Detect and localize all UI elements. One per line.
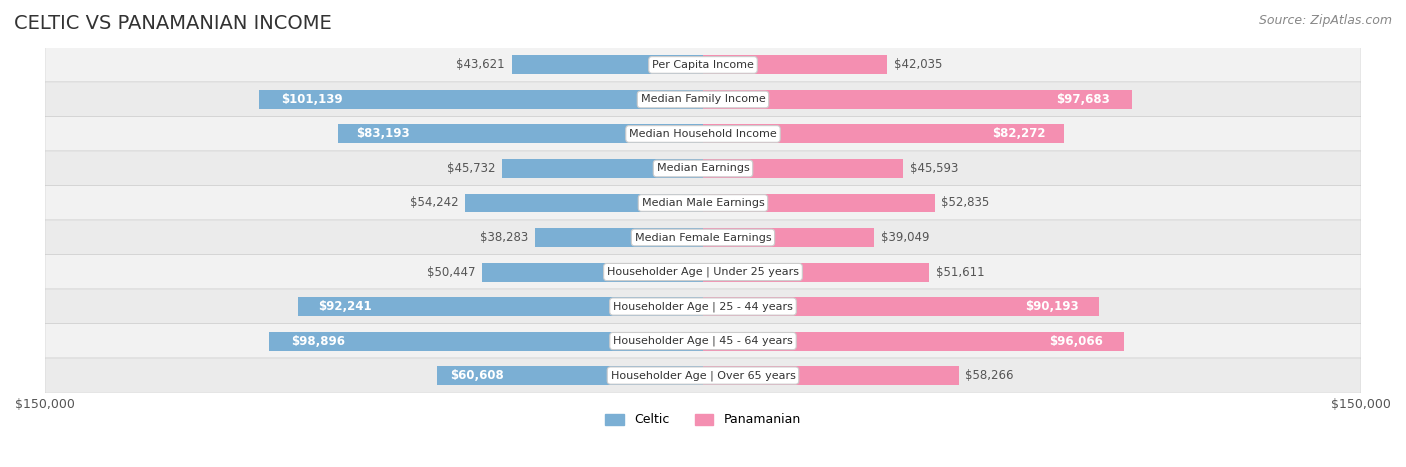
- Legend: Celtic, Panamanian: Celtic, Panamanian: [600, 409, 806, 432]
- Text: Householder Age | 25 - 44 years: Householder Age | 25 - 44 years: [613, 301, 793, 312]
- Text: $98,896: $98,896: [291, 334, 344, 347]
- Bar: [703, 193, 935, 212]
- Text: Householder Age | Over 65 years: Householder Age | Over 65 years: [610, 370, 796, 381]
- Bar: [465, 193, 703, 212]
- Bar: [703, 332, 1125, 351]
- Text: Median Earnings: Median Earnings: [657, 163, 749, 173]
- Text: $54,242: $54,242: [409, 197, 458, 210]
- FancyBboxPatch shape: [45, 82, 1361, 117]
- FancyBboxPatch shape: [45, 47, 1361, 83]
- FancyBboxPatch shape: [45, 151, 1361, 186]
- Bar: [703, 262, 929, 282]
- Bar: [437, 366, 703, 385]
- FancyBboxPatch shape: [45, 358, 1361, 393]
- Text: $52,835: $52,835: [942, 197, 990, 210]
- Text: $97,683: $97,683: [1056, 93, 1111, 106]
- FancyBboxPatch shape: [45, 289, 1361, 324]
- Text: $90,193: $90,193: [1025, 300, 1078, 313]
- Text: $101,139: $101,139: [281, 93, 343, 106]
- Text: $51,611: $51,611: [936, 266, 984, 278]
- Bar: [703, 56, 887, 74]
- Text: $92,241: $92,241: [319, 300, 373, 313]
- Bar: [337, 125, 703, 143]
- Bar: [703, 366, 959, 385]
- Text: CELTIC VS PANAMANIAN INCOME: CELTIC VS PANAMANIAN INCOME: [14, 14, 332, 33]
- Bar: [259, 90, 703, 109]
- Text: $45,593: $45,593: [910, 162, 957, 175]
- Text: $38,283: $38,283: [481, 231, 529, 244]
- Text: $83,193: $83,193: [356, 127, 411, 141]
- Text: Householder Age | Under 25 years: Householder Age | Under 25 years: [607, 267, 799, 277]
- Bar: [703, 228, 875, 247]
- Bar: [298, 297, 703, 316]
- Text: Median Female Earnings: Median Female Earnings: [634, 233, 772, 242]
- FancyBboxPatch shape: [45, 324, 1361, 359]
- FancyBboxPatch shape: [45, 185, 1361, 220]
- Text: $45,732: $45,732: [447, 162, 496, 175]
- Bar: [703, 125, 1064, 143]
- Text: Median Male Earnings: Median Male Earnings: [641, 198, 765, 208]
- Text: Median Household Income: Median Household Income: [628, 129, 778, 139]
- Bar: [512, 56, 703, 74]
- Bar: [269, 332, 703, 351]
- Text: Per Capita Income: Per Capita Income: [652, 60, 754, 70]
- Text: $43,621: $43,621: [457, 58, 505, 71]
- Text: $82,272: $82,272: [993, 127, 1046, 141]
- Text: $50,447: $50,447: [426, 266, 475, 278]
- Bar: [502, 159, 703, 178]
- Text: $60,608: $60,608: [450, 369, 505, 382]
- FancyBboxPatch shape: [45, 220, 1361, 255]
- Text: $39,049: $39,049: [882, 231, 929, 244]
- Text: $58,266: $58,266: [965, 369, 1014, 382]
- Text: $96,066: $96,066: [1049, 334, 1104, 347]
- Text: Householder Age | 45 - 64 years: Householder Age | 45 - 64 years: [613, 336, 793, 347]
- FancyBboxPatch shape: [45, 116, 1361, 152]
- FancyBboxPatch shape: [45, 255, 1361, 290]
- Bar: [536, 228, 703, 247]
- Text: $42,035: $42,035: [894, 58, 942, 71]
- Bar: [482, 262, 703, 282]
- Bar: [703, 159, 903, 178]
- Bar: [703, 297, 1098, 316]
- Text: Median Family Income: Median Family Income: [641, 94, 765, 105]
- Text: Source: ZipAtlas.com: Source: ZipAtlas.com: [1258, 14, 1392, 27]
- Bar: [703, 90, 1132, 109]
